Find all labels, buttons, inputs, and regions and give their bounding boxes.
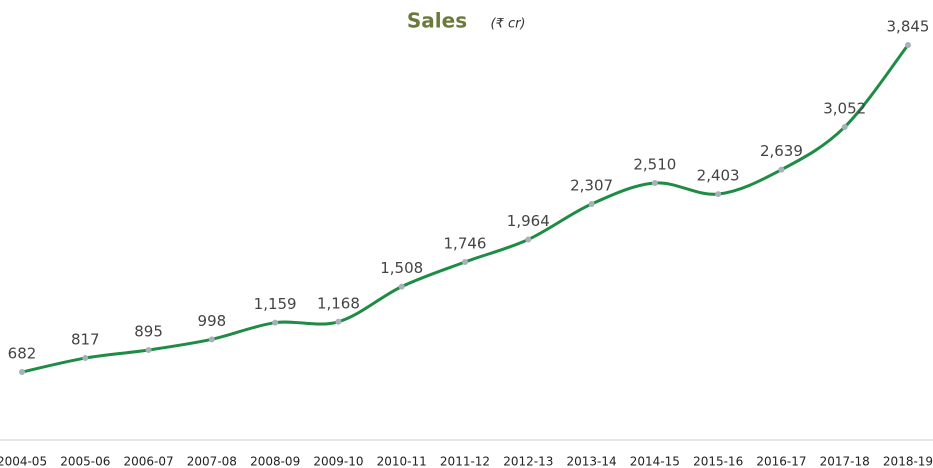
- point: [588, 201, 595, 208]
- point: [905, 42, 911, 48]
- x-tick-label: 2010-11: [377, 455, 427, 468]
- data-label: 682: [8, 345, 37, 363]
- x-tick-label: 2017-18: [820, 455, 870, 468]
- data-label: 1,159: [254, 295, 297, 313]
- data-label: 2,510: [633, 156, 676, 174]
- point: [335, 318, 342, 325]
- x-tick-label: 2015-16: [693, 455, 743, 468]
- data-label: 998: [198, 312, 227, 330]
- x-tick-label: 2016-17: [756, 455, 806, 468]
- point: [525, 236, 532, 243]
- x-tick-label: 2018-19: [883, 455, 933, 468]
- data-label: 895: [134, 322, 163, 340]
- x-tick-label: 2009-10: [313, 455, 363, 468]
- chart-title: Sales: [407, 9, 467, 33]
- data-label: 2,403: [697, 167, 740, 185]
- x-tick-label: 2014-15: [630, 455, 680, 468]
- data-label: 3,845: [887, 18, 930, 36]
- point: [208, 336, 215, 343]
- x-tick-label: 2006-07: [124, 455, 174, 468]
- data-label: 1,964: [507, 212, 550, 230]
- data-label: 1,168: [317, 294, 360, 312]
- x-tick-label: 2012-13: [503, 455, 553, 468]
- data-label: 1,508: [380, 259, 423, 277]
- data-label: 1,746: [444, 235, 487, 253]
- point: [778, 166, 785, 173]
- data-label: 817: [71, 331, 100, 349]
- x-tick-label: 2013-14: [567, 455, 617, 468]
- point: [715, 191, 722, 198]
- point: [272, 319, 279, 326]
- point: [19, 369, 25, 375]
- point: [82, 355, 89, 362]
- x-tick-label: 2005-06: [60, 455, 110, 468]
- x-tick-label: 2007-08: [187, 455, 237, 468]
- x-tick-label: 2011-12: [440, 455, 490, 468]
- line: [20, 43, 910, 374]
- chart-subtitle: (₹ cr): [490, 17, 525, 32]
- point: [841, 123, 848, 130]
- point: [398, 283, 405, 290]
- point: [651, 180, 658, 187]
- x-tick-label: 2004-05: [0, 455, 47, 468]
- data-label: 2,639: [760, 142, 803, 160]
- data-label: 2,307: [570, 177, 613, 195]
- data-label: 3,052: [823, 99, 866, 117]
- point: [462, 259, 468, 266]
- x-tick-label: 2008-09: [250, 455, 300, 468]
- point: [145, 346, 152, 353]
